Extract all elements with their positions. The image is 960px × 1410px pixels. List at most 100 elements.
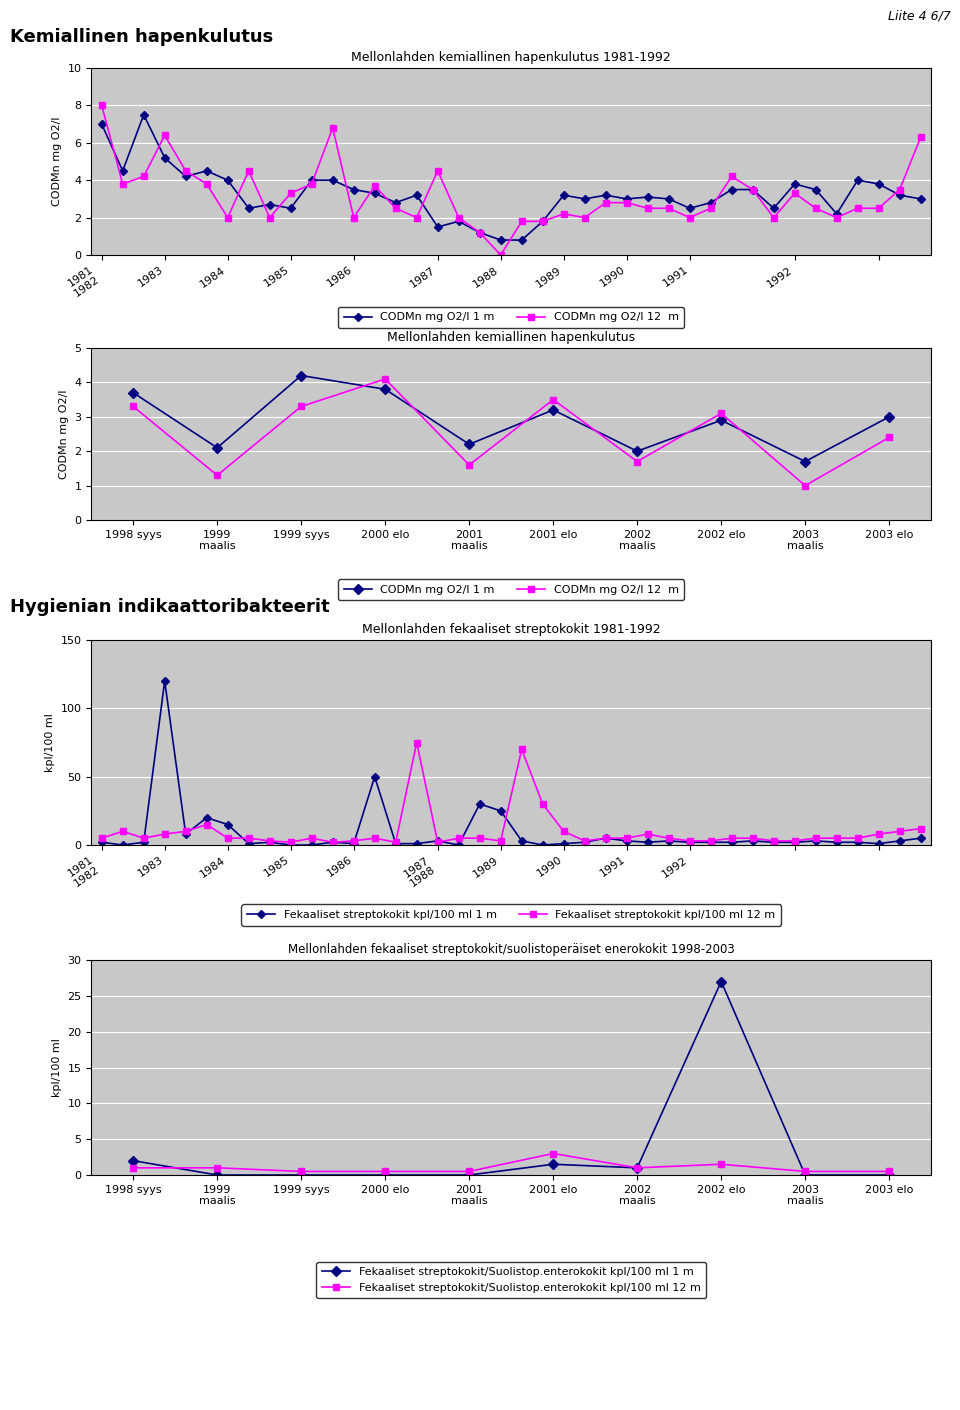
Fekaaliset streptokokit/Suolistop.enterokokit kpl/100 ml 12 m [883, 1163, 895, 1180]
CODMn mg O2/l 12  m [201, 175, 212, 192]
Fekaaliset streptokokit kpl/100 ml 1 m [516, 832, 527, 849]
Fekaaliset streptokokit kpl/100 ml 1 m [474, 795, 486, 812]
CODMn mg O2/l 12  m [789, 185, 801, 202]
Fekaaliset streptokokit kpl/100 ml 12 m [243, 829, 254, 846]
Fekaaliset streptokokit/Suolistop.enterokokit kpl/100 ml 12 m [547, 1145, 559, 1162]
Y-axis label: CODMn mg O2/l: CODMn mg O2/l [59, 389, 69, 479]
CODMn mg O2/l 12  m [327, 120, 339, 137]
Fekaaliset streptokokit kpl/100 ml 12 m [705, 832, 716, 849]
Line: CODMn mg O2/l 12  m: CODMn mg O2/l 12 m [130, 375, 893, 489]
Title: Mellonlahden kemiallinen hapenkulutus: Mellonlahden kemiallinen hapenkulutus [387, 331, 636, 344]
CODMn mg O2/l 12  m [411, 209, 422, 226]
CODMn mg O2/l 1 m [579, 190, 590, 207]
CODMn mg O2/l 1 m [211, 440, 223, 457]
CODMn mg O2/l 12  m [726, 168, 737, 185]
Fekaaliset streptokokit kpl/100 ml 1 m [621, 832, 633, 849]
Title: Mellonlahden fekaaliset streptokokit 1981-1992: Mellonlahden fekaaliset streptokokit 198… [362, 623, 660, 636]
Fekaaliset streptokokit kpl/100 ml 12 m [558, 823, 569, 840]
Fekaaliset streptokokit kpl/100 ml 1 m [432, 832, 444, 849]
Fekaaliset streptokokit kpl/100 ml 1 m [558, 835, 569, 852]
Fekaaliset streptokokit kpl/100 ml 1 m [579, 833, 590, 850]
CODMn mg O2/l 1 m [789, 175, 801, 192]
Fekaaliset streptokokit kpl/100 ml 12 m [96, 829, 108, 846]
Fekaaliset streptokokit kpl/100 ml 1 m [411, 835, 422, 852]
CODMn mg O2/l 12  m [180, 162, 191, 179]
CODMn mg O2/l 12  m [715, 405, 727, 422]
CODMn mg O2/l 12  m [432, 162, 444, 179]
CODMn mg O2/l 12  m [810, 200, 822, 217]
Line: CODMn mg O2/l 12  m: CODMn mg O2/l 12 m [98, 102, 924, 258]
CODMn mg O2/l 12  m [558, 206, 569, 223]
CODMn mg O2/l 12  m [600, 195, 612, 212]
Fekaaliset streptokokit kpl/100 ml 1 m [327, 833, 339, 850]
Fekaaliset streptokokit kpl/100 ml 1 m [726, 833, 737, 850]
CODMn mg O2/l 1 m [915, 190, 926, 207]
Line: Fekaaliset streptokokit/Suolistop.enterokokit kpl/100 ml 1 m: Fekaaliset streptokokit/Suolistop.entero… [130, 979, 893, 1179]
Line: Fekaaliset streptokokit kpl/100 ml 12 m: Fekaaliset streptokokit kpl/100 ml 12 m [99, 740, 924, 845]
Fekaaliset streptokokit kpl/100 ml 12 m [348, 832, 359, 849]
Fekaaliset streptokokit kpl/100 ml 12 m [201, 816, 212, 833]
Fekaaliset streptokokit kpl/100 ml 1 m [915, 829, 926, 846]
CODMn mg O2/l 1 m [390, 195, 401, 212]
CODMn mg O2/l 12  m [579, 209, 590, 226]
Legend: CODMn mg O2/l 1 m, CODMn mg O2/l 12  m: CODMn mg O2/l 1 m, CODMn mg O2/l 12 m [338, 307, 684, 329]
Fekaaliset streptokokit/Suolistop.enterokokit kpl/100 ml 1 m [464, 1166, 475, 1183]
CODMn mg O2/l 12  m [369, 178, 380, 195]
CODMn mg O2/l 12  m [516, 213, 527, 230]
Fekaaliset streptokokit kpl/100 ml 1 m [96, 833, 108, 850]
Fekaaliset streptokokit kpl/100 ml 1 m [537, 836, 548, 853]
Fekaaliset streptokokit kpl/100 ml 12 m [117, 823, 129, 840]
Fekaaliset streptokokit kpl/100 ml 1 m [159, 673, 171, 689]
CODMn mg O2/l 1 m [128, 385, 139, 402]
Fekaaliset streptokokit kpl/100 ml 12 m [621, 829, 633, 846]
Fekaaliset streptokokit kpl/100 ml 12 m [390, 833, 401, 850]
CODMn mg O2/l 12  m [495, 247, 507, 264]
Fekaaliset streptokokit/Suolistop.enterokokit kpl/100 ml 1 m [128, 1152, 139, 1169]
Fekaaliset streptokokit kpl/100 ml 12 m [810, 829, 822, 846]
Fekaaliset streptokokit kpl/100 ml 12 m [663, 829, 675, 846]
Fekaaliset streptokokit kpl/100 ml 12 m [264, 832, 276, 849]
Fekaaliset streptokokit kpl/100 ml 1 m [495, 802, 507, 819]
CODMn mg O2/l 1 m [369, 185, 380, 202]
CODMn mg O2/l 12  m [537, 213, 548, 230]
CODMn mg O2/l 12  m [222, 209, 233, 226]
Fekaaliset streptokokit kpl/100 ml 1 m [369, 768, 380, 785]
CODMn mg O2/l 1 m [894, 186, 905, 203]
CODMn mg O2/l 12  m [348, 209, 359, 226]
Fekaaliset streptokokit kpl/100 ml 1 m [138, 833, 150, 850]
CODMn mg O2/l 12  m [547, 391, 559, 407]
CODMn mg O2/l 12  m [211, 467, 223, 484]
Fekaaliset streptokokit kpl/100 ml 1 m [285, 836, 297, 853]
CODMn mg O2/l 1 m [883, 409, 895, 426]
Fekaaliset streptokokit kpl/100 ml 12 m [684, 832, 695, 849]
CODMn mg O2/l 1 m [96, 116, 108, 133]
CODMn mg O2/l 1 m [642, 189, 654, 206]
CODMn mg O2/l 1 m [632, 443, 643, 460]
Fekaaliset streptokokit kpl/100 ml 1 m [768, 833, 780, 850]
CODMn mg O2/l 12  m [642, 200, 654, 217]
Legend: Fekaaliset streptokokit kpl/100 ml 1 m, Fekaaliset streptokokit kpl/100 ml 12 m: Fekaaliset streptokokit kpl/100 ml 1 m, … [241, 904, 781, 925]
CODMn mg O2/l 1 m [159, 149, 171, 166]
CODMn mg O2/l 1 m [474, 224, 486, 241]
CODMn mg O2/l 1 m [852, 172, 863, 189]
Fekaaliset streptokokit kpl/100 ml 1 m [705, 833, 716, 850]
Y-axis label: kpl/100 ml: kpl/100 ml [52, 1038, 61, 1097]
CODMn mg O2/l 1 m [547, 402, 559, 419]
CODMn mg O2/l 12  m [285, 185, 297, 202]
CODMn mg O2/l 12  m [117, 175, 129, 192]
Fekaaliset streptokokit kpl/100 ml 12 m [516, 740, 527, 757]
Fekaaliset streptokokit kpl/100 ml 12 m [369, 829, 380, 846]
CODMn mg O2/l 12  m [768, 209, 780, 226]
Fekaaliset streptokokit kpl/100 ml 1 m [222, 816, 233, 833]
CODMn mg O2/l 12  m [831, 209, 843, 226]
CODMn mg O2/l 1 m [201, 162, 212, 179]
CODMn mg O2/l 1 m [768, 200, 780, 217]
CODMn mg O2/l 1 m [663, 190, 675, 207]
CODMn mg O2/l 1 m [537, 213, 548, 230]
CODMn mg O2/l 12  m [96, 97, 108, 114]
Fekaaliset streptokokit kpl/100 ml 12 m [894, 823, 905, 840]
CODMn mg O2/l 1 m [306, 172, 318, 189]
Fekaaliset streptokokit kpl/100 ml 12 m [180, 823, 191, 840]
CODMn mg O2/l 12  m [800, 477, 811, 494]
CODMn mg O2/l 1 m [379, 381, 391, 398]
